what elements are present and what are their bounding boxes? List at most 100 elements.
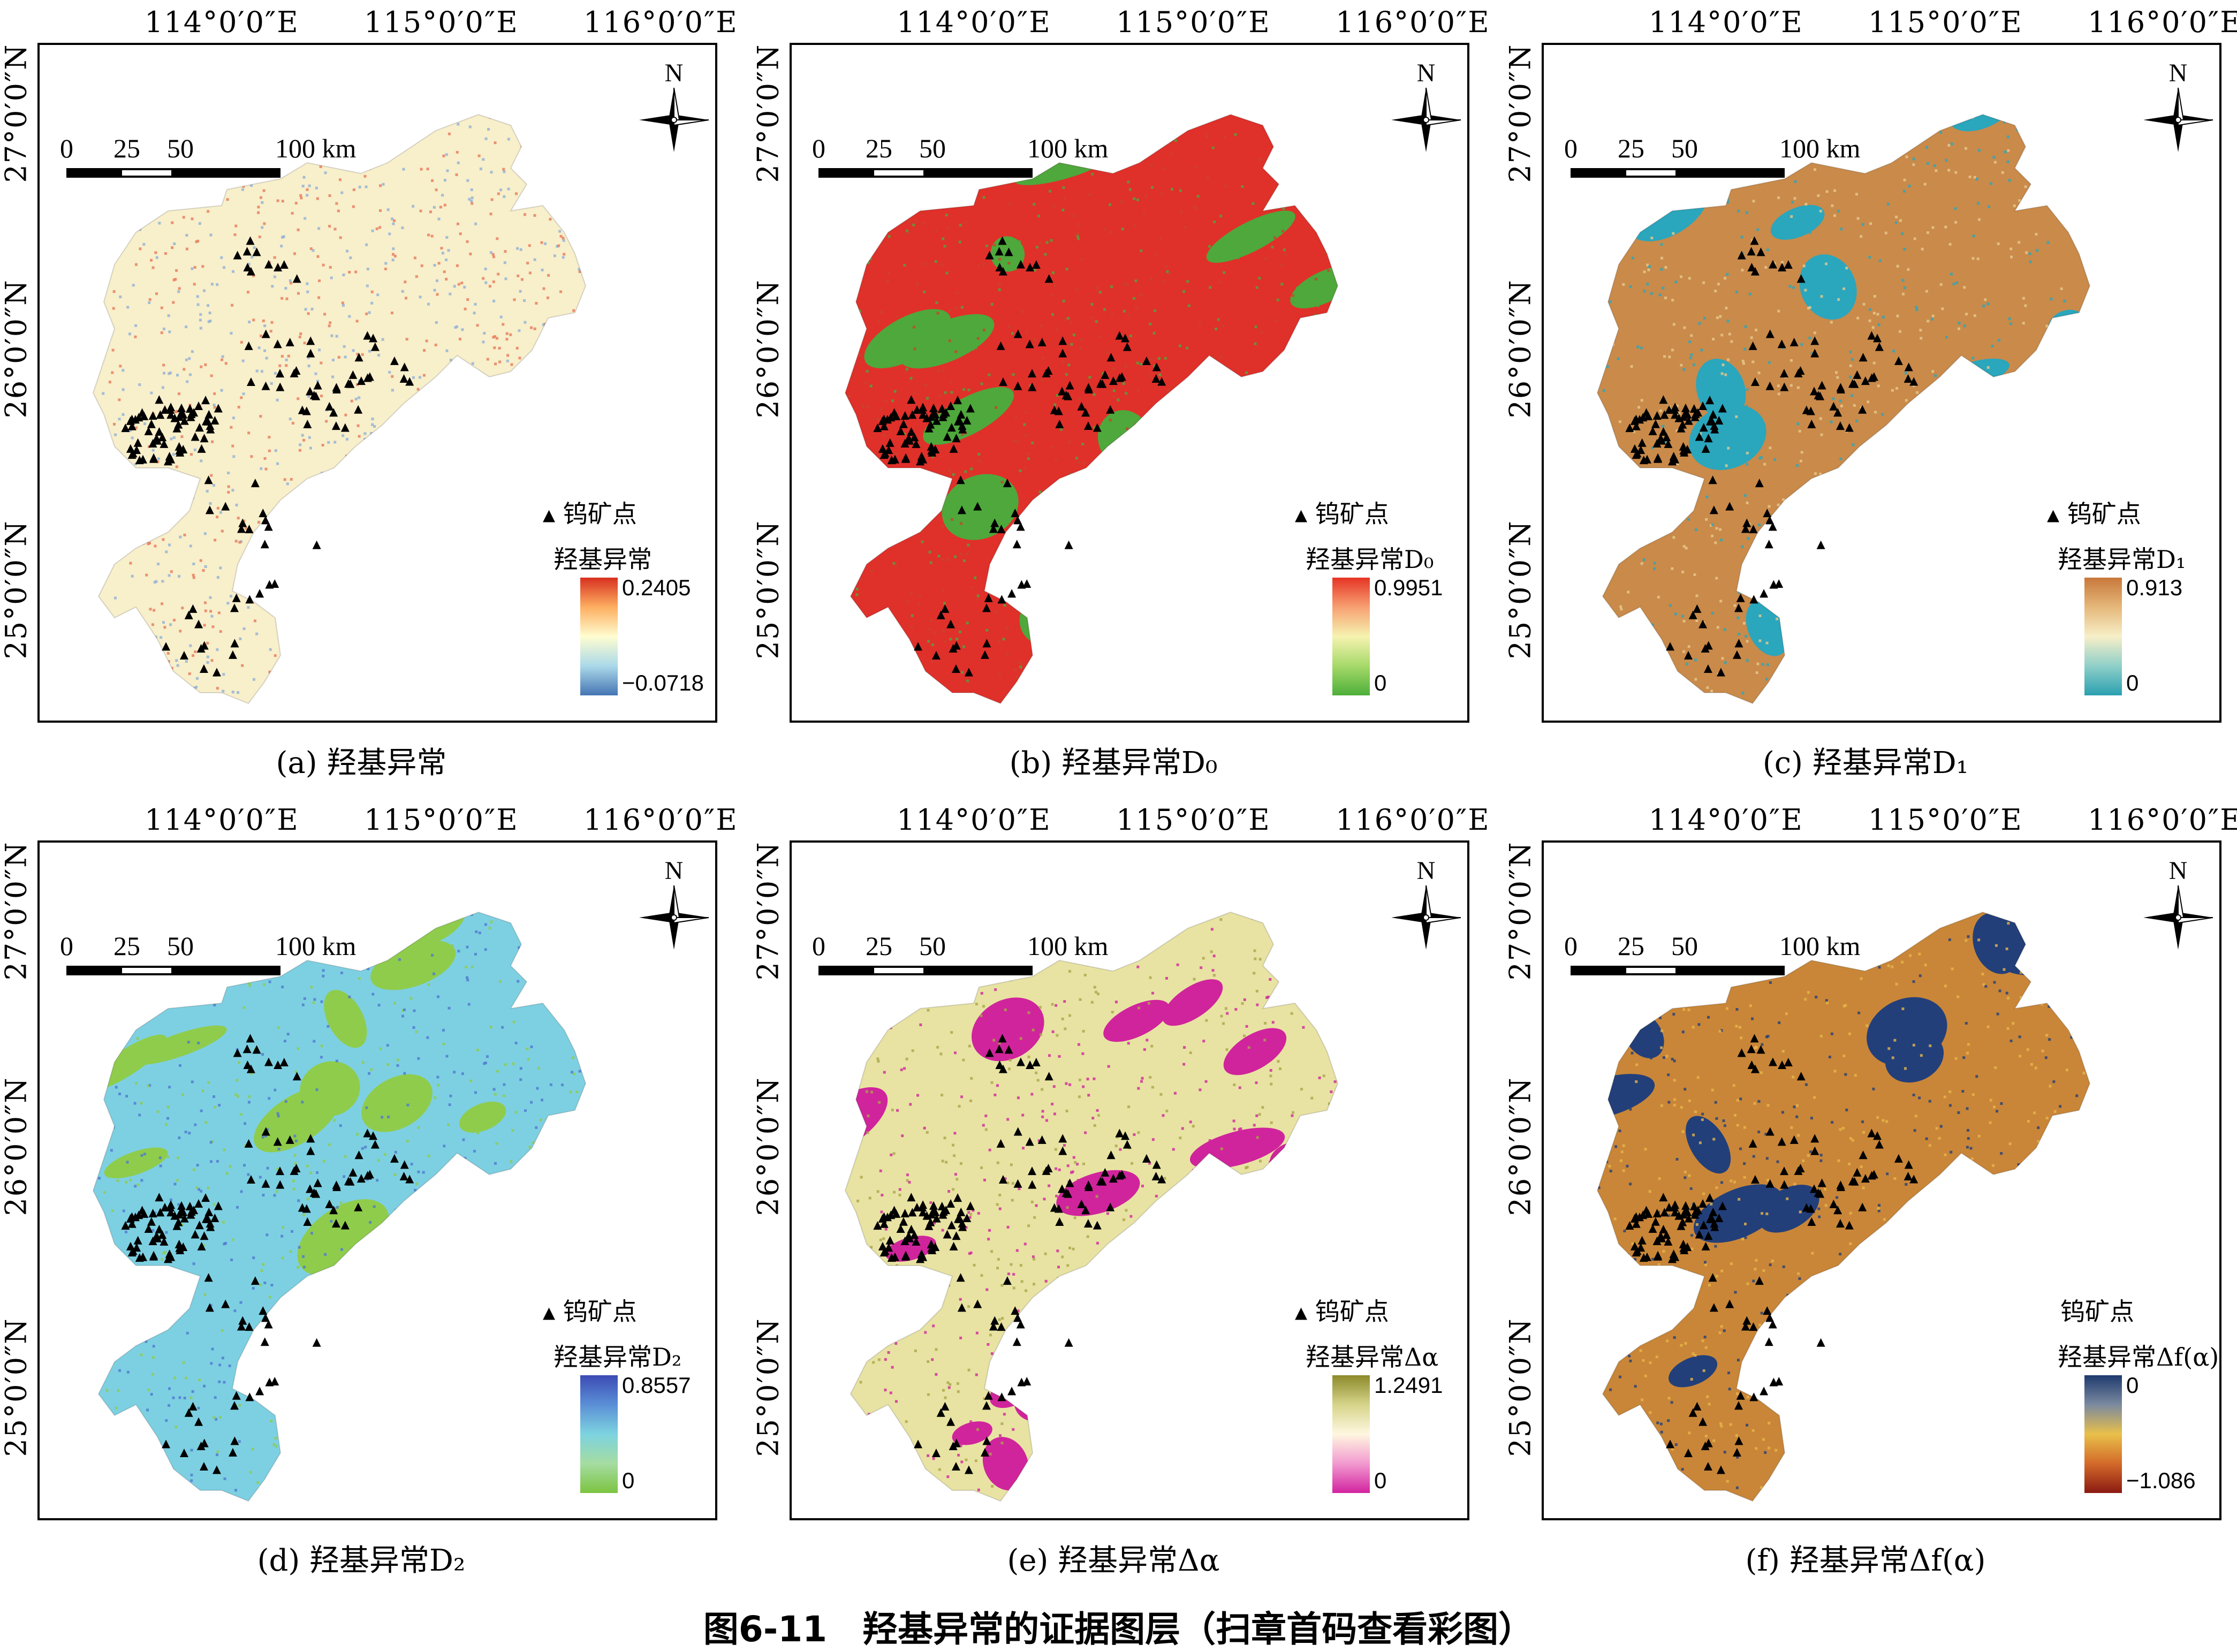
legend-min-value: −0.0718 [622,670,704,695]
tungsten-deposit-point [261,1179,270,1188]
tungsten-deposit-point [160,405,169,414]
tungsten-deposit-point [1044,1072,1053,1081]
tungsten-deposit-point [1741,524,1750,533]
tungsten-deposit-point [1664,1203,1673,1212]
tungsten-deposit-point [195,1221,204,1230]
tungsten-deposit-point [998,377,1007,387]
tungsten-deposit-point [1760,1386,1769,1396]
tungsten-deposit-point [204,1273,213,1282]
region-outline [1596,911,2091,1502]
tungsten-deposit-point [1671,454,1680,464]
tungsten-deposit-point [964,668,973,677]
tungsten-deposit-point [914,1439,923,1449]
tungsten-deposit-point [879,1219,889,1228]
tungsten-deposit-point [370,342,380,351]
tungsten-deposit-point [982,1401,991,1410]
tungsten-deposit-point [1750,236,1759,245]
tungsten-deposit-point [1657,436,1666,445]
tungsten-deposit-point [1765,1179,1775,1188]
tungsten-deposit-point [354,1202,363,1211]
tungsten-deposit-point [1750,1034,1759,1043]
tungsten-deposit-point [331,1219,340,1228]
tungsten-deposit-point [1698,401,1708,411]
tungsten-deposit-point [348,370,358,379]
tungsten-deposit-point [244,341,253,350]
tungsten-deposit-point [200,641,209,650]
tungsten-deposit-point [899,1217,908,1226]
scale-bar-segment [1571,966,1624,975]
tungsten-deposit-point [1106,353,1116,362]
tungsten-deposit-point [1123,342,1132,351]
tungsten-deposit-point [892,412,901,421]
tungsten-deposit-point [1664,439,1673,448]
tungsten-deposit-point [340,423,350,432]
tungsten-deposit-point [138,1252,147,1261]
tungsten-deposit-point [405,1174,414,1184]
tungsten-deposit-point [264,1320,273,1329]
tungsten-deposit-point [1836,421,1845,430]
tungsten-deposit-point [166,1200,176,1209]
longitude-label: 114°0′0″E [1649,803,1803,837]
tungsten-deposit-point [400,362,409,372]
map-area [844,113,1339,704]
tungsten-deposit-point [1666,642,1675,651]
tungsten-deposit-point [984,1391,993,1400]
tungsten-deposit-point [306,1184,315,1193]
tungsten-deposit-point [203,416,213,426]
tungsten-deposit-point [194,1199,203,1208]
longitude-label: 115°0′0″E [1116,5,1271,39]
tungsten-deposit-point [1749,1322,1758,1331]
tungsten-deposit-point [140,1209,149,1218]
tungsten-deposit-point [246,1034,255,1043]
tungsten-deposit-point [245,525,254,534]
tungsten-deposit-point [1677,423,1686,433]
scale-bar-label: 0 [60,931,73,961]
tungsten-deposit-point [285,337,294,346]
tungsten-deposit-point [156,1208,165,1217]
tungsten-deposit-point [1651,1217,1660,1226]
tungsten-deposit-point [1732,1448,1741,1457]
tungsten-deposit-point [1013,1127,1022,1136]
scale-bar-segment [66,168,120,178]
latitude-label: 27°0′0″N [0,43,33,183]
tungsten-deposit-point [365,1170,374,1179]
tungsten-deposit-point [329,1206,338,1215]
tungsten-deposit-point [238,1316,247,1325]
map-frame: 0 25 50 100 km N ▴ 钨矿点 羟基异常D₂ 0.8557 0 [37,840,717,1520]
tungsten-deposit-point [131,1213,140,1222]
north-arrow-icon: N [1391,857,1461,950]
map-frame: 0 25 50 100 km N ▴ 钨矿点 羟基异常Δα 1.2491 0 [790,840,1469,1520]
tungsten-deposit-point [962,1214,972,1223]
tungsten-deposit-point [144,427,153,436]
region-outline [92,113,587,704]
tungsten-deposit-point [1683,1242,1692,1251]
tungsten-deposit-point [957,505,966,514]
tungsten-deposit-point [927,1239,936,1248]
tungsten-deposit-point [1708,1214,1717,1223]
tungsten-deposit-point [1698,1417,1708,1426]
tungsten-deposit-point [1157,1174,1166,1184]
scale-bar-label: 0 [812,931,825,961]
tungsten-deposit-point [1778,263,1787,272]
tungsten-deposit-point [1867,1128,1876,1138]
tungsten-deposit-point [184,1408,193,1417]
panel-caption: (c) 羟基异常D₁ [1762,746,1969,780]
tungsten-deposit-point [1083,421,1093,430]
tungsten-deposit-point [890,1252,899,1261]
north-arrow-icon: N [2143,857,2213,950]
tungsten-deposit-point [172,423,181,433]
tungsten-deposit-point [890,454,899,464]
tungsten-deposit-point [1704,1231,1713,1240]
scale-bar-label: 50 [1671,133,1698,163]
tungsten-deposit-point [1625,423,1634,433]
tungsten-deposit-point [1909,377,1918,386]
scale-bar-label: 0 [1564,931,1578,961]
tungsten-deposit-point [230,1401,239,1410]
tungsten-deposit-point [878,1241,887,1251]
longitude-label: 114°0′0″E [145,803,299,837]
tungsten-deposit-point [1765,1313,1775,1322]
tungsten-deposit-point [276,382,285,391]
tungsten-deposit-point [1737,251,1746,260]
tungsten-deposit-point [1064,1338,1073,1347]
tungsten-deposit-point [303,1217,312,1226]
